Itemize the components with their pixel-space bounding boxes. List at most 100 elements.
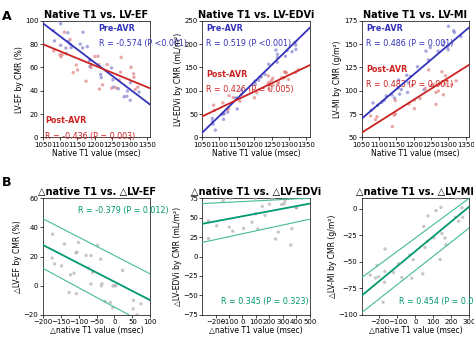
Point	[430, 235, 438, 240]
Point	[280, 201, 288, 207]
Point	[58, 263, 65, 268]
Point	[256, 74, 264, 80]
Point	[225, 105, 232, 110]
Text: R = 0.345 (P = 0.323): R = 0.345 (P = 0.323)	[221, 297, 309, 306]
Point	[218, 112, 226, 117]
Point	[292, 205, 300, 210]
Point	[366, 272, 374, 278]
Point	[110, 84, 118, 90]
Point	[56, 52, 64, 58]
Point	[236, 99, 244, 104]
Point	[85, 265, 92, 271]
Point	[406, 252, 413, 258]
Point	[137, 301, 145, 307]
Point	[432, 208, 440, 213]
Point	[395, 261, 402, 266]
Point	[383, 93, 390, 99]
Point	[109, 77, 117, 83]
Point	[429, 82, 437, 87]
Point	[395, 77, 402, 83]
Point	[414, 64, 421, 70]
Point	[108, 65, 115, 71]
Point	[87, 65, 95, 70]
Point	[457, 34, 465, 39]
Point	[94, 243, 101, 248]
Point	[427, 83, 435, 88]
Point	[278, 75, 285, 80]
Point	[74, 240, 82, 245]
Point	[79, 29, 87, 35]
Point	[94, 54, 102, 59]
Point	[87, 253, 95, 258]
Point	[251, 95, 258, 100]
Point	[205, 218, 212, 224]
Point	[265, 201, 273, 207]
Point	[442, 73, 449, 79]
Point	[271, 195, 278, 201]
Point	[213, 223, 220, 229]
X-axis label: Native T1 value (msec): Native T1 value (msec)	[52, 149, 141, 158]
Point	[219, 100, 227, 106]
Point	[238, 92, 246, 97]
Point	[62, 45, 70, 51]
Point	[425, 67, 432, 73]
Point	[410, 106, 418, 111]
Point	[210, 121, 217, 127]
Point	[86, 58, 93, 63]
Point	[404, 90, 411, 95]
Point	[237, 88, 245, 93]
Point	[54, 18, 61, 24]
Point	[441, 81, 449, 87]
Point	[210, 108, 218, 113]
Point	[74, 67, 82, 73]
Text: Post-AVR: Post-AVR	[45, 117, 86, 126]
Point	[372, 275, 379, 281]
Point	[416, 96, 424, 101]
Point	[111, 283, 118, 288]
Point	[396, 91, 403, 97]
Point	[240, 226, 247, 231]
Point	[109, 283, 117, 289]
Point	[66, 42, 74, 47]
Point	[49, 231, 56, 237]
Point	[69, 70, 77, 75]
Point	[381, 280, 388, 285]
Point	[421, 245, 429, 250]
Point	[119, 267, 127, 273]
Point	[367, 113, 374, 119]
Point	[82, 253, 90, 258]
Title: Native T1 vs. LV-EDVi: Native T1 vs. LV-EDVi	[198, 10, 314, 20]
Point	[87, 57, 94, 63]
Point	[437, 81, 444, 86]
Point	[456, 195, 464, 201]
Point	[448, 82, 456, 88]
Point	[459, 215, 466, 220]
Title: Native T1 vs. LV-MI: Native T1 vs. LV-MI	[364, 10, 467, 20]
Point	[264, 73, 272, 79]
Point	[405, 80, 412, 85]
Point	[405, 101, 412, 107]
Point	[441, 235, 448, 241]
Point	[291, 39, 299, 45]
Y-axis label: △LV-EF by CMR (%): △LV-EF by CMR (%)	[13, 220, 22, 293]
Point	[265, 80, 273, 85]
Point	[261, 213, 269, 218]
Point	[451, 30, 458, 35]
Point	[458, 205, 466, 210]
Point	[445, 47, 452, 53]
Point	[292, 47, 300, 52]
Point	[89, 270, 96, 275]
Point	[91, 54, 99, 59]
X-axis label: Native T1 value (msec): Native T1 value (msec)	[212, 149, 300, 158]
Y-axis label: △LV-EDVi by CMR (mL/m²): △LV-EDVi by CMR (mL/m²)	[173, 207, 182, 306]
Point	[274, 229, 282, 235]
Point	[374, 102, 382, 108]
Point	[283, 48, 291, 53]
Point	[57, 21, 64, 27]
Point	[367, 108, 375, 113]
Point	[252, 82, 259, 87]
Point	[127, 64, 135, 70]
Title: △native T1 vs. △LV-EDVi: △native T1 vs. △LV-EDVi	[191, 188, 321, 197]
Point	[112, 85, 120, 91]
Point	[424, 239, 431, 244]
